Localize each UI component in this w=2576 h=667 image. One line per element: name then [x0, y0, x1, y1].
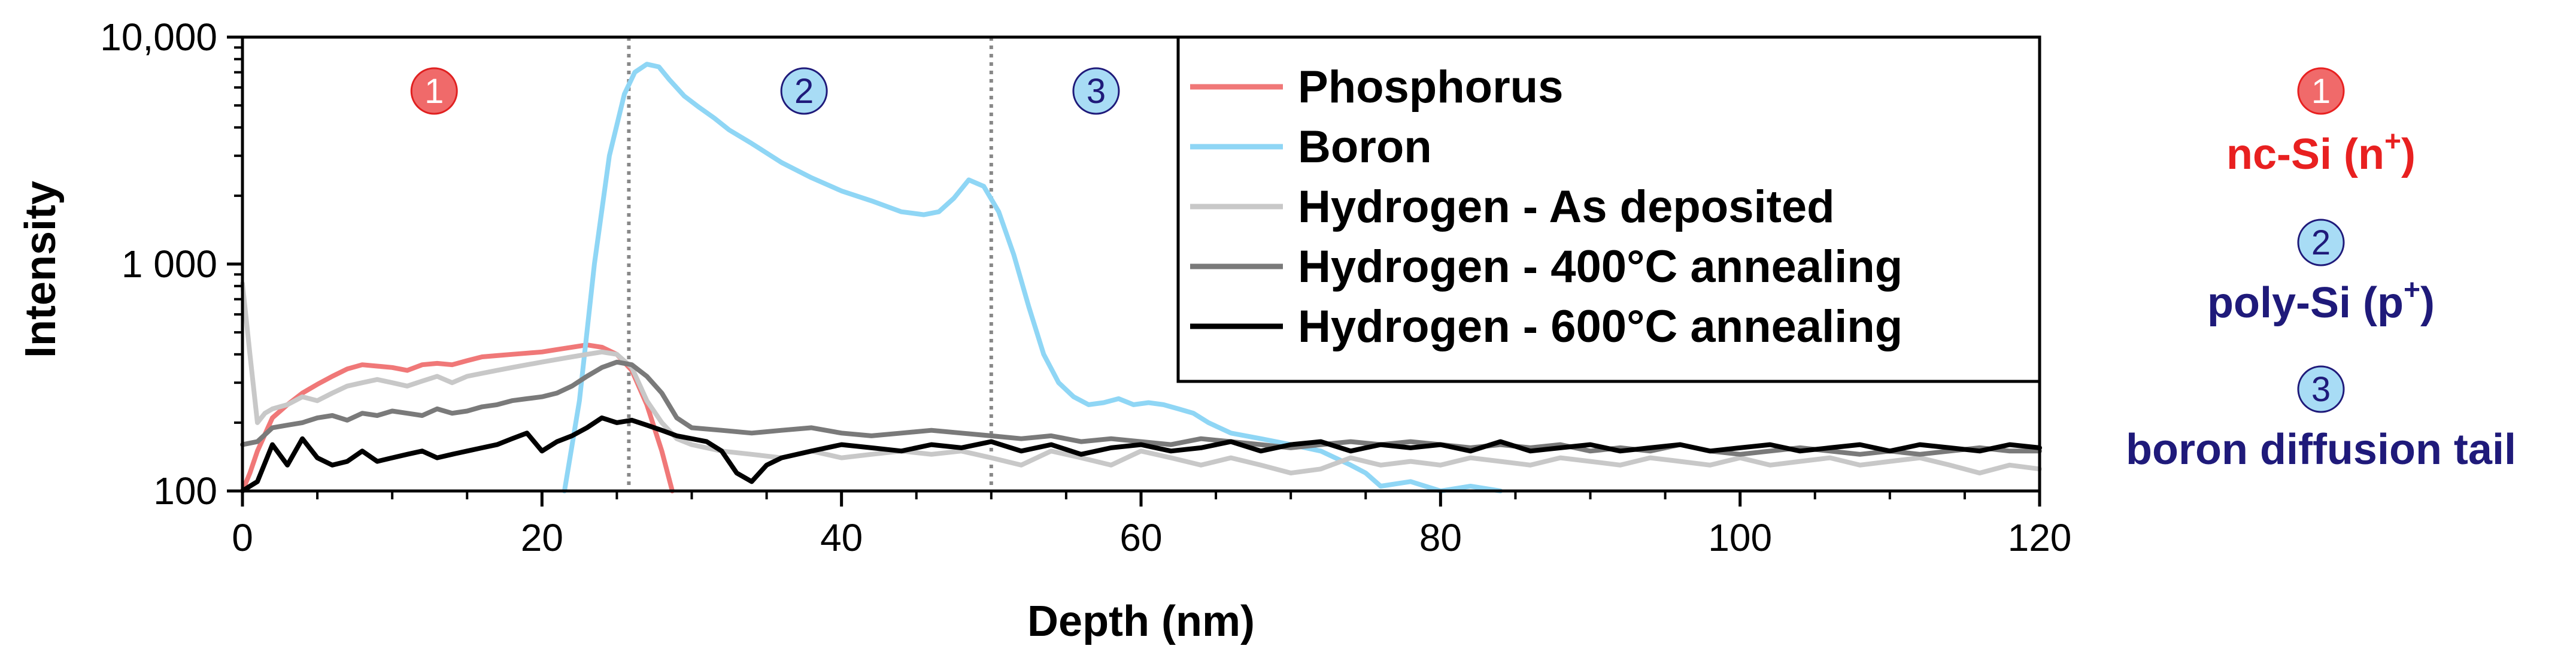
legend-label-4: Hydrogen - 400°C annealing: [1298, 241, 1903, 292]
side-marker-label-3: 3: [2311, 370, 2331, 409]
x-tick-label-80: 80: [1419, 516, 1462, 559]
region-marker-3: [1072, 67, 1120, 115]
region-marker-1: [410, 67, 458, 115]
legend-label-5: Hydrogen - 600°C annealing: [1298, 301, 1903, 352]
x-tick-label-120: 120: [2008, 516, 2072, 559]
legend-label-1: Phosphorus: [1298, 62, 1563, 113]
legend-label-3: Hydrogen - As deposited: [1298, 181, 1835, 232]
region-marker-label-2: 2: [794, 72, 814, 111]
x-tick-label-20: 20: [521, 516, 563, 559]
y-tick-label-100: 100: [153, 469, 217, 513]
side-marker-label-2: 2: [2311, 223, 2331, 262]
x-axis-title: Depth (nm): [1027, 598, 1255, 645]
x-tick-label-60: 60: [1119, 516, 1162, 559]
y-tick-label-10000: 10,000: [100, 16, 217, 59]
side-marker-3: [2297, 365, 2345, 413]
legend-label-2: Boron: [1298, 122, 1432, 172]
side-marker-label-1: 1: [2311, 72, 2331, 111]
x-tick-label-100: 100: [1708, 516, 1772, 559]
legend-box: [1176, 35, 2041, 383]
series-line-1: [240, 342, 675, 493]
side-label-3: boron diffusion tail: [2126, 426, 2516, 474]
side-label-1: nc-Si (n+): [2226, 126, 2416, 178]
x-tick-label-0: 0: [232, 516, 253, 559]
y-axis-title: Intensity: [17, 181, 65, 358]
region-marker-2: [780, 67, 828, 115]
side-marker-2: [2297, 219, 2345, 266]
side-marker-1: [2297, 67, 2345, 115]
x-tick-label-40: 40: [820, 516, 863, 559]
region-marker-label-1: 1: [424, 72, 444, 111]
side-label-2: poly-Si (p+): [2207, 274, 2435, 327]
series-line-3: [240, 281, 2042, 475]
region-marker-label-3: 3: [1087, 72, 1106, 111]
y-tick-label-1000: 1 000: [122, 242, 217, 286]
series-line-5: [240, 415, 2042, 493]
